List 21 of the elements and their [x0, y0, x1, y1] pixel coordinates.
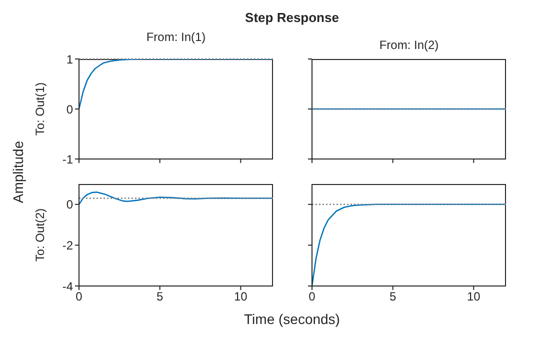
y-tick-label: -1 — [62, 152, 74, 166]
line-series — [79, 59, 273, 110]
y-tick-label: 0 — [66, 198, 74, 212]
x-tick-label: 5 — [389, 290, 396, 304]
text: Step Response — [245, 10, 339, 25]
y-axis-title: To: Out(2) — [33, 208, 47, 262]
chart-title: From: In(1) — [145, 30, 207, 44]
x-tick-label: 0 — [308, 290, 316, 304]
text: Time (seconds) — [244, 311, 340, 327]
chart-title: From: In(2) — [378, 38, 440, 52]
y-axis-title: To: Out(1) — [33, 82, 47, 136]
text: Amplitude — [10, 140, 26, 204]
x-tick-label: 5 — [156, 290, 164, 304]
y-tick-label: 0 — [66, 102, 74, 116]
y-tick-label: -2 — [62, 238, 74, 252]
x-tick-label: 10 — [234, 290, 248, 304]
line-series — [79, 192, 273, 206]
y-tick-label: -4 — [62, 279, 74, 294]
x-tick-label: 10 — [466, 290, 481, 304]
y-tick-label: 1 — [66, 52, 74, 66]
x-tick-label: 0 — [76, 290, 83, 304]
